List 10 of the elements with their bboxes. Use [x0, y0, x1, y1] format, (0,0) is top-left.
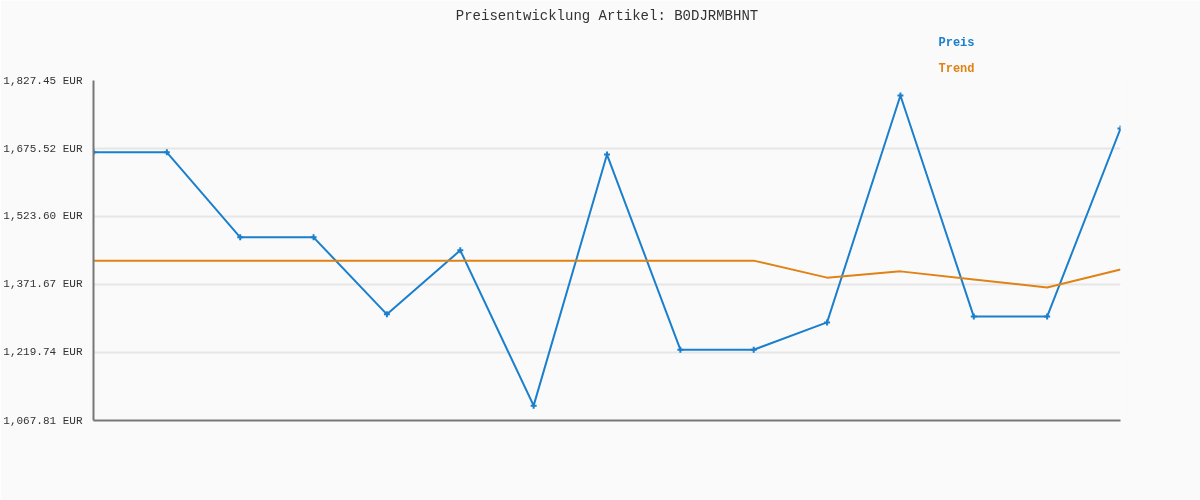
y-tick-label: 1,827.45 EUR — [3, 74, 83, 87]
y-tick-label: 1,523.60 EUR — [3, 210, 83, 223]
text: Trend — [938, 61, 975, 76]
y-tick-label: 1,067.81 EUR — [3, 414, 83, 427]
y-tick-label: 1,219.74 EUR — [3, 346, 83, 359]
line-series — [93, 259, 1121, 289]
text: Preis — [938, 35, 975, 50]
y-tick-label: 1,371.67 EUR — [3, 278, 83, 291]
chart-title: Preisentwicklung Artikel: B0DJRMBHNT — [455, 7, 759, 24]
y-tick-label: 1,675.52 EUR — [3, 142, 83, 155]
